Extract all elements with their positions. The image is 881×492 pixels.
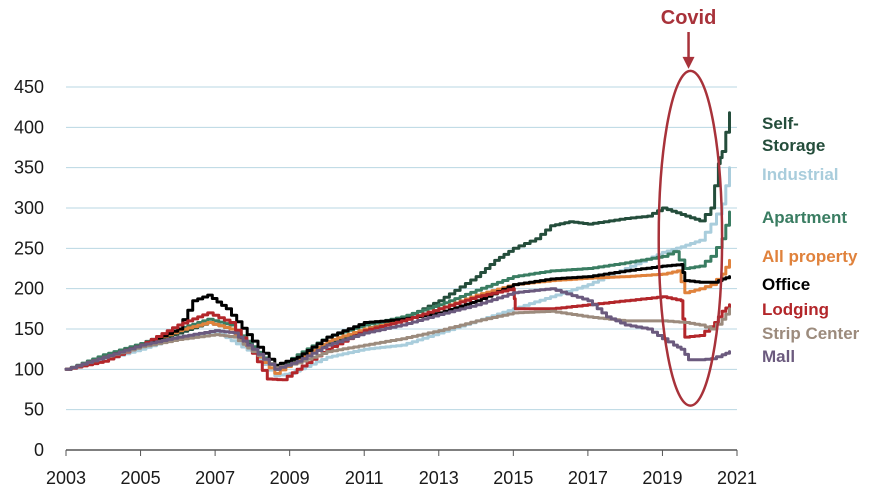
legend: Self- Storage Industrial Apartment All prope… bbox=[762, 114, 860, 366]
series-line-strip-center bbox=[64, 307, 731, 371]
x-tick-label: 2007 bbox=[195, 468, 235, 488]
legend-label-line: Self- bbox=[762, 114, 799, 133]
x-tick-label: 2013 bbox=[419, 468, 459, 488]
x-tick-label: 2019 bbox=[642, 468, 682, 488]
x-tick-label: 2017 bbox=[568, 468, 608, 488]
x-tick-label: 2009 bbox=[270, 468, 310, 488]
y-tick-label: 200 bbox=[14, 279, 44, 299]
y-axis-ticks: 0 50 100 150 200 250 300 350 400 450 bbox=[14, 77, 44, 460]
legend-label-office: Office bbox=[762, 275, 810, 294]
legend-label-industrial: Industrial bbox=[762, 165, 839, 184]
y-tick-label: 400 bbox=[14, 117, 44, 137]
x-tick-label: 2005 bbox=[121, 468, 161, 488]
y-tick-label: 250 bbox=[14, 238, 44, 258]
y-tick-label: 50 bbox=[24, 400, 44, 420]
legend-label-apartment: Apartment bbox=[762, 208, 847, 227]
series-line-self-storage bbox=[64, 111, 731, 371]
legend-label-strip-center: Strip Center bbox=[762, 324, 860, 343]
covid-annotation: Covid bbox=[657, 7, 724, 407]
series-line-mall bbox=[64, 287, 731, 371]
covid-arrow-head bbox=[682, 56, 695, 69]
x-tick-label: 2021 bbox=[717, 468, 757, 488]
legend-label-mall: Mall bbox=[762, 347, 795, 366]
legend-label-line: Storage bbox=[762, 136, 825, 155]
covid-label: Covid bbox=[661, 7, 717, 29]
y-tick-label: 450 bbox=[14, 77, 44, 97]
y-tick-label: 150 bbox=[14, 319, 44, 339]
series-lines bbox=[64, 111, 731, 382]
covid-ellipse bbox=[657, 69, 724, 407]
legend-label-lodging: Lodging bbox=[762, 300, 829, 319]
y-tick-label: 0 bbox=[34, 440, 44, 460]
legend-label-all-property: All property bbox=[762, 247, 858, 266]
x-tick-label: 2015 bbox=[493, 468, 533, 488]
x-tick-label: 2003 bbox=[46, 468, 86, 488]
y-tick-label: 300 bbox=[14, 198, 44, 218]
series-line-lodging bbox=[64, 287, 731, 382]
x-axis-ticks: 2003 2005 2007 2009 2011 2013 2015 2017 2019 2021 bbox=[46, 450, 757, 488]
legend-label-self-storage: Self- Storage bbox=[762, 114, 825, 155]
x-tick-label: 2011 bbox=[345, 468, 384, 488]
y-tick-label: 100 bbox=[14, 359, 44, 379]
y-tick-label: 350 bbox=[14, 158, 44, 178]
